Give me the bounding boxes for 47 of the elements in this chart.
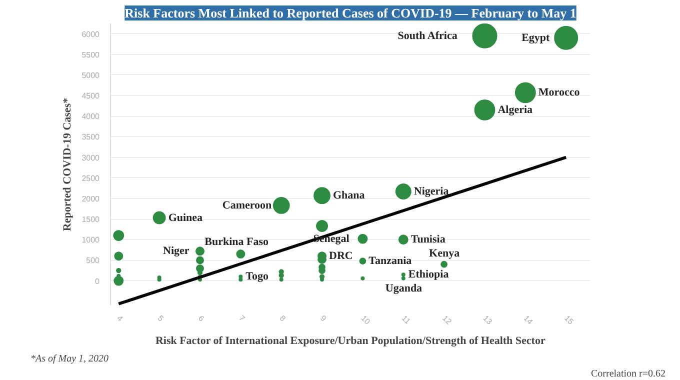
annotation: Niger xyxy=(163,245,190,258)
annotation: Tanzania xyxy=(368,255,412,268)
annotation: Tunisia xyxy=(410,234,446,246)
x-tick-label: 15 xyxy=(562,314,576,327)
y-tick-label: 6000 xyxy=(82,30,100,39)
annotation: DRC xyxy=(329,250,353,262)
y-tick-label: 500 xyxy=(86,256,100,266)
annotation: Kenya xyxy=(429,247,460,260)
annotation: Ghana xyxy=(332,190,366,202)
y-tick-label: 3000 xyxy=(82,153,100,162)
x-axis-title: Risk Factor of International Exposure/Urban Population/Strength of Health Sector xyxy=(155,335,546,348)
x-tick-label: 5 xyxy=(156,314,166,324)
annotation: Uganda xyxy=(385,282,423,294)
x-tick-label: 4 xyxy=(115,314,125,324)
x-tick-label: 14 xyxy=(522,314,535,327)
annotation: Ethiopia xyxy=(408,268,450,281)
y-tick-label: 4000 xyxy=(82,112,100,122)
y-tick-label: 0 xyxy=(95,276,100,286)
y-tick-label: 5000 xyxy=(82,70,100,80)
text: *As of May 1, 2020 xyxy=(30,354,109,364)
y-tick-label: 2000 xyxy=(82,194,100,204)
y-tick-label: 2500 xyxy=(82,174,100,183)
text: Correlation r=0.62 xyxy=(590,368,666,380)
x-tick-label: 9 xyxy=(318,314,328,324)
y-tick-label: 5500 xyxy=(82,50,100,60)
x-tick-label: 11 xyxy=(400,314,412,326)
x-tick-label: 8 xyxy=(278,314,288,324)
x-tick-label: 6 xyxy=(196,314,206,324)
y-axis-title: Reported COVID-19 Cases* xyxy=(62,97,74,232)
annotation: Guinea xyxy=(168,212,204,224)
x-tick-label: 12 xyxy=(440,314,454,327)
annotation: South Africa xyxy=(398,30,458,42)
annotation: Burkina Faso xyxy=(204,236,270,248)
annotation: Algeria xyxy=(498,104,534,116)
chart-title: Risk Factors Most Linked to Reported Cases of COVID-19 — February to May 1 xyxy=(124,6,576,20)
y-tick-label: 1000 xyxy=(82,236,100,245)
y-tick-label: 1500 xyxy=(82,215,100,224)
x-tick-label: 13 xyxy=(481,314,494,327)
annotation: Togo xyxy=(246,270,269,283)
x-tick-label: 7 xyxy=(237,314,248,324)
annotation: Morocco xyxy=(538,86,580,99)
y-tick-label: 4500 xyxy=(82,92,100,101)
annotation: Cameroon xyxy=(222,199,272,212)
annotation: Nigeria xyxy=(414,185,450,198)
x-tick-label: 10 xyxy=(359,314,372,327)
y-tick-label: 3500 xyxy=(82,132,100,142)
annotation: Egypt xyxy=(522,32,550,44)
